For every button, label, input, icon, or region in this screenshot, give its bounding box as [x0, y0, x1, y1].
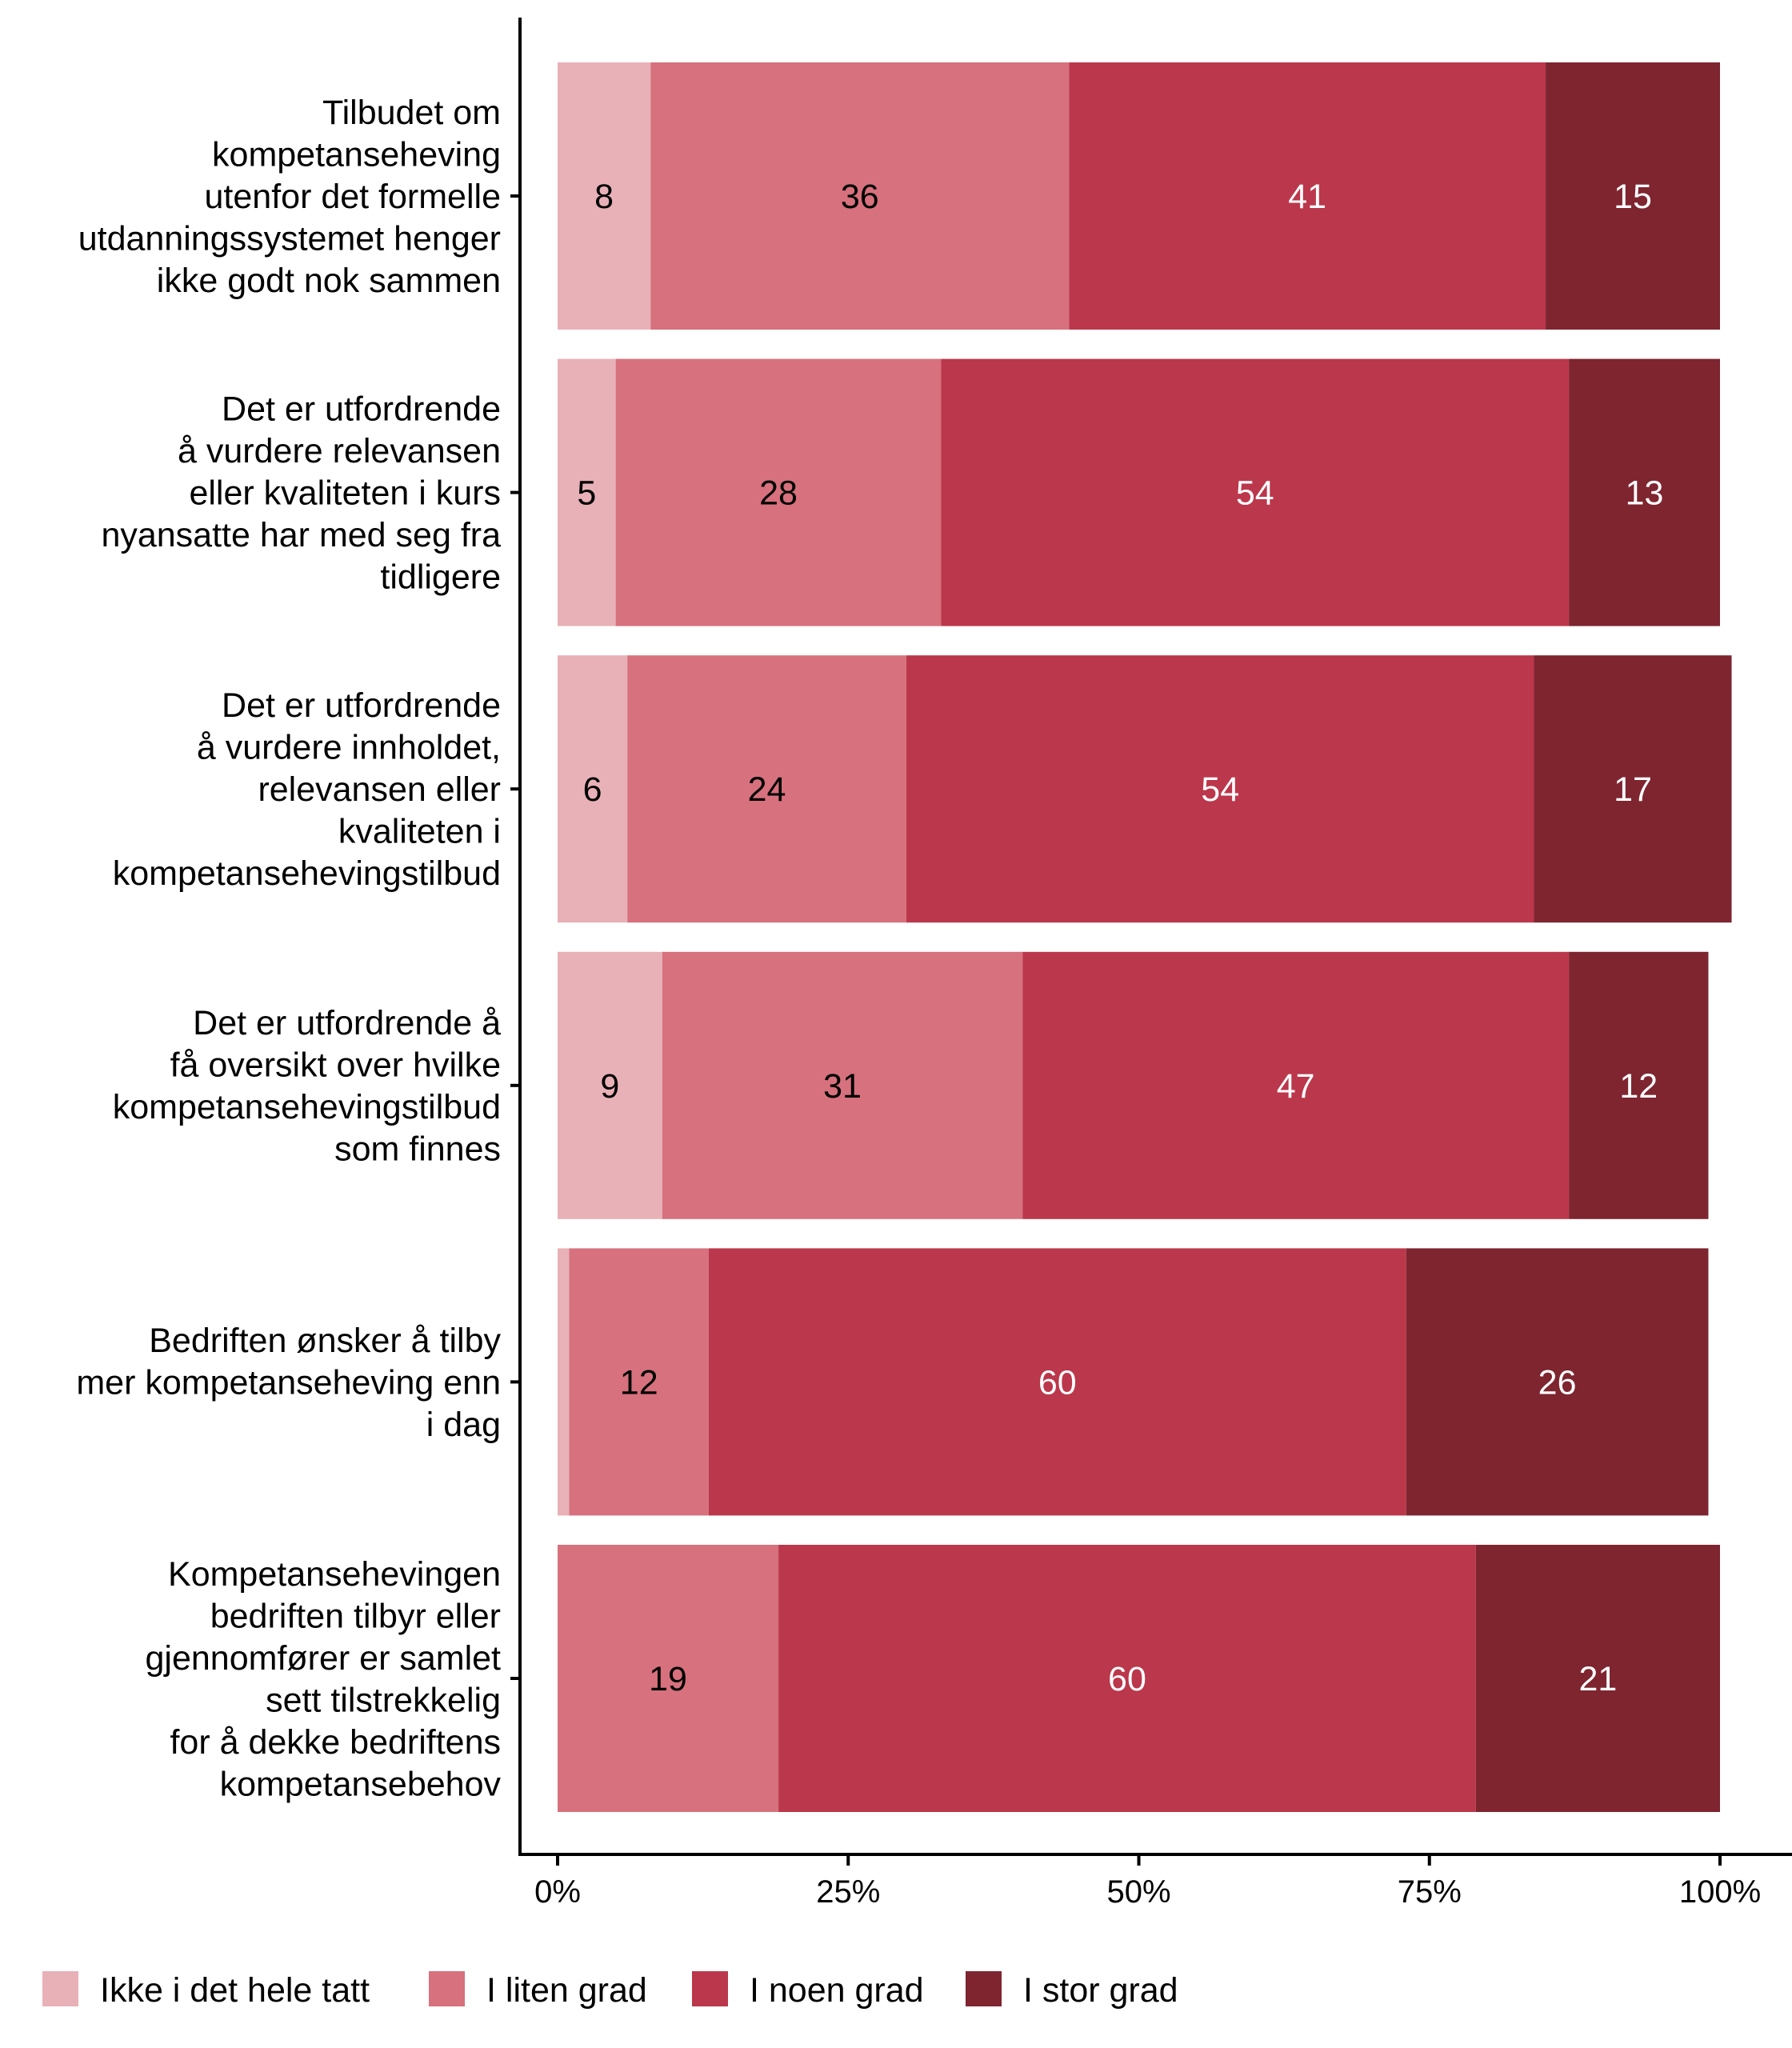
bar-segment	[1546, 62, 1720, 330]
bar-segment	[627, 655, 906, 923]
category-label-line: å vurdere innholdet,	[197, 729, 501, 767]
legend-swatch	[429, 1971, 465, 2006]
bar-segment	[1069, 62, 1546, 330]
value-label: 12	[620, 1363, 658, 1402]
value-label: 60	[1038, 1363, 1077, 1402]
bar-segment	[558, 951, 662, 1219]
category-label-line: kompetansehevingstilbud	[113, 1088, 501, 1126]
category-label-line: relevansen eller	[258, 770, 501, 809]
category-label-line: gjennomfører er samlet	[146, 1639, 502, 1678]
category-label-line: Kompetansehevingen	[168, 1555, 501, 1594]
value-label: 21	[1579, 1660, 1618, 1698]
legend-label: I noen grad	[750, 1971, 924, 2010]
category-label: Det er utfordrende å få oversikt over hvi…	[113, 1004, 501, 1169]
bar-segment	[569, 1248, 709, 1516]
value-label: 19	[649, 1660, 687, 1698]
category-labels: Tilbudet om kompetanseheving utenfor det f…	[76, 94, 520, 1803]
category-label-line: kompetansehevingstilbud	[113, 854, 501, 893]
value-label: 54	[1201, 770, 1239, 809]
bar-segment	[708, 1248, 1406, 1516]
bar-segment	[558, 1545, 779, 1812]
category-label-line: Det er utfordrende	[222, 390, 501, 429]
bar-segment	[1406, 1248, 1709, 1516]
value-label: 31	[823, 1067, 862, 1106]
category-label: Tilbudet om kompetanseheving utenfor det f…	[78, 94, 501, 300]
bar-segment	[941, 358, 1570, 626]
category-label-line: å vurdere relevansen	[178, 432, 501, 470]
category-label-line: kvaliteten i	[338, 813, 501, 851]
category-label-line: Tilbudet om	[322, 94, 501, 132]
x-axis-ticks: 0% 25% 50% 75% 100%	[534, 1854, 1761, 1910]
x-tick-label: 25%	[816, 1874, 880, 1910]
bar-segment	[558, 655, 628, 923]
value-label: 36	[841, 178, 879, 216]
category-label-line: kompetanseheving	[212, 136, 501, 174]
bar-segment	[615, 358, 942, 626]
category-label-line: for å dekke bedriftens	[170, 1723, 501, 1762]
x-tick-label: 75%	[1398, 1874, 1462, 1910]
category-label: Kompetansehevingen bedriften tilbyr eller…	[146, 1555, 502, 1804]
category-label-line: utdanningssystemet henger	[78, 220, 501, 258]
category-label-line: Bedriften ønsker å tilby	[149, 1322, 501, 1360]
category-label: Bedriften ønsker å tilby mer kompetansehe…	[76, 1322, 501, 1444]
bar-segment	[558, 62, 651, 330]
value-label: 9	[600, 1067, 619, 1106]
legend-swatch	[966, 1971, 1002, 2006]
value-label: 28	[759, 474, 798, 513]
bar-segment	[1569, 951, 1709, 1219]
category-label-line: Det er utfordrende å	[193, 1004, 501, 1042]
category-label: Det er utfordrende å vurdere innholdet, re…	[113, 686, 501, 893]
bar-segment	[650, 62, 1070, 330]
x-tick-label: 0%	[534, 1874, 581, 1910]
category-label-line: få oversikt over hvilke	[170, 1046, 501, 1085]
legend: Ikke i det hele tatt I liten grad I noen g…	[42, 1971, 1178, 2010]
category-label-line: ikke godt nok sammen	[157, 262, 501, 300]
value-label: 13	[1626, 474, 1664, 513]
category-label-line: Det er utfordrende	[222, 686, 501, 725]
legend-swatch	[42, 1971, 78, 2006]
value-label: 17	[1614, 770, 1652, 809]
category-label-line: mer kompetanseheving enn	[76, 1363, 501, 1402]
category-label-line: som finnes	[334, 1130, 501, 1169]
bar-segment	[906, 655, 1534, 923]
bar-segment	[558, 358, 616, 626]
category-label-line: utenfor det formelle	[205, 178, 501, 216]
bar-segment	[1534, 655, 1732, 923]
legend-label: Ikke i det hele tatt	[100, 1971, 370, 2010]
category-label-line: nyansatte har med seg fra	[101, 516, 501, 554]
value-label: 60	[1108, 1660, 1146, 1698]
category-label-line: bedriften tilbyr eller	[210, 1597, 501, 1635]
bar-segment	[1569, 358, 1720, 626]
category-label-line: kompetansebehov	[220, 1765, 502, 1803]
legend-label: I liten grad	[486, 1971, 647, 2010]
value-label: 12	[1619, 1067, 1658, 1106]
x-tick-label: 100%	[1679, 1874, 1761, 1910]
value-label: 5	[577, 474, 596, 513]
bar-segment	[778, 1545, 1476, 1812]
category-label: Det er utfordrende å vurdere relevansen el…	[101, 390, 501, 597]
bar-segment	[558, 1248, 570, 1516]
value-label: 15	[1614, 178, 1652, 216]
category-label-line: sett tilstrekkelig	[266, 1681, 501, 1719]
bar-segment	[662, 951, 1023, 1219]
bar-segment	[1022, 951, 1570, 1219]
value-label: 47	[1277, 1067, 1315, 1106]
category-label-line: i dag	[426, 1406, 501, 1444]
legend-label: I stor grad	[1023, 1971, 1178, 2010]
value-label: 26	[1538, 1363, 1577, 1402]
value-label: 6	[583, 770, 602, 809]
category-label-line: eller kvaliteten i kurs	[189, 474, 501, 513]
category-label-line: tidligere	[380, 558, 501, 597]
value-label: 8	[594, 178, 614, 216]
legend-swatch	[692, 1971, 728, 2006]
bar-segment	[1475, 1545, 1720, 1812]
bars-group: 8 36 41 15 5 28 54 13 6 24 54 17 9 31 47 12 12 60 26 19 60 21	[558, 62, 1732, 1812]
x-tick-label: 50%	[1106, 1874, 1170, 1910]
value-label: 41	[1288, 178, 1326, 216]
value-label: 54	[1236, 474, 1274, 513]
value-label: 24	[748, 770, 786, 809]
